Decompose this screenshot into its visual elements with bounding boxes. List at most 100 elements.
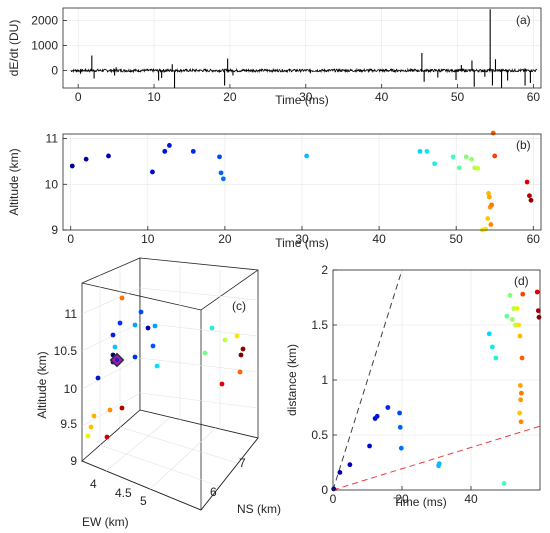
panel-c-point xyxy=(222,337,228,343)
panel-a-xtick-label: 50 xyxy=(451,90,465,104)
panel-c-point xyxy=(91,413,97,419)
panel-b-ytick-label: 9 xyxy=(51,223,58,237)
panel-d-point xyxy=(331,486,337,492)
panel-c-point xyxy=(132,322,138,328)
panel-b-point xyxy=(456,165,462,171)
panel-d-point xyxy=(512,322,518,328)
panel-d-point xyxy=(517,333,523,339)
panel-b-altitude-scatter: 0 10 20 30 40 50 60 9 10 11 (b) Time (ms) Altitud… xyxy=(7,130,542,250)
panel-b-point xyxy=(304,153,310,159)
panel-a-xtick-label: 0 xyxy=(75,90,82,104)
panel-c-xtick-label: 4.5 xyxy=(115,486,132,500)
panel-d-point xyxy=(367,443,372,449)
panel-a-ytick-label: 1000 xyxy=(31,39,58,53)
panel-c-point xyxy=(219,381,225,387)
panel-c-ztick-label: 9.5 xyxy=(60,417,77,431)
panel-d-point xyxy=(519,355,525,361)
panel-b-point xyxy=(166,143,172,148)
panel-d-point xyxy=(514,306,520,311)
panel-b-point xyxy=(490,130,496,136)
panel-d-point xyxy=(397,424,403,430)
panel-d-point xyxy=(518,397,524,403)
panel-d-point xyxy=(518,390,524,396)
panel-b-point xyxy=(218,170,224,176)
panel-b-xtick-label: 10 xyxy=(141,232,155,246)
panel-c-point xyxy=(85,433,91,439)
panel-c-point xyxy=(152,323,158,329)
panel-c-point xyxy=(202,350,208,356)
panel-c-point xyxy=(240,346,246,352)
panel-b-point xyxy=(83,156,89,162)
panel-d-distance-scatter: 0 20 40 0 0.5 1 1.5 2 (d) Time (ms) distance (k… xyxy=(285,263,542,509)
panel-a-xtick-label: 10 xyxy=(147,90,161,104)
panel-c-ytick-label: 6 xyxy=(210,485,217,499)
panel-b-point xyxy=(463,154,469,160)
panel-d-point xyxy=(398,445,404,451)
panel-c-point xyxy=(119,405,125,411)
panel-d-ytick-label: 1 xyxy=(321,373,328,387)
panel-b-point xyxy=(150,169,155,175)
panel-b-point xyxy=(424,148,430,154)
panel-c-xlabel: EW (km) xyxy=(82,515,129,529)
panel-d-xlabel: Time (ms) xyxy=(393,495,447,509)
panel-b-ytick-label: 10 xyxy=(45,177,59,191)
panel-b-xtick-label: 20 xyxy=(218,232,232,246)
panel-b-point xyxy=(483,226,488,232)
panel-d-point xyxy=(397,410,402,416)
panel-c-xtick-label: 5 xyxy=(140,494,147,508)
panel-d-reference-line xyxy=(332,269,403,491)
panel-c-ztick-label: 9 xyxy=(70,454,77,468)
panel-d-ticks: 0 20 40 0 0.5 1 1.5 2 xyxy=(311,263,478,506)
panel-b-xtick-label: 40 xyxy=(372,232,386,246)
panel-b-point xyxy=(486,191,491,196)
panel-a-ylabel: dE/dt (DU) xyxy=(7,20,21,77)
panel-b-ylabel: Altitude (km) xyxy=(7,148,21,215)
panel-c-ztick-label: 10 xyxy=(64,382,78,396)
panel-b-point xyxy=(524,179,530,185)
panel-d-xtick-label: 40 xyxy=(464,492,478,506)
panel-d-point xyxy=(516,322,522,328)
panel-d-point xyxy=(347,462,353,468)
panel-b-point xyxy=(486,194,492,200)
panel-c-ylabel: NS (km) xyxy=(237,502,281,516)
panel-d-point xyxy=(534,289,540,295)
panel-c-xtick-label: 4 xyxy=(90,477,97,491)
panel-d-point xyxy=(517,383,523,388)
panel-c-points xyxy=(85,295,246,440)
panel-d-point xyxy=(510,317,515,322)
panel-c-point xyxy=(107,407,113,413)
panel-c-zlabel: Altitude (km) xyxy=(35,351,49,418)
panel-d-point xyxy=(511,306,517,311)
panel-c-start-marker xyxy=(109,352,125,368)
panel-a-xtick-label: 60 xyxy=(527,90,541,104)
panel-c-label: (c) xyxy=(232,299,246,313)
panel-c-point xyxy=(234,333,240,339)
panel-c-point xyxy=(237,369,243,375)
panel-a-ytick-label: 2000 xyxy=(31,14,58,28)
panel-b-xtick-label: 0 xyxy=(67,232,74,246)
panel-d-point xyxy=(536,314,542,320)
panel-a-time-series: 0 10 20 30 40 50 60 0 1000 2000 (a) Time (ms) dE/… xyxy=(7,7,542,107)
panel-c-point xyxy=(150,343,156,349)
panel-c-point xyxy=(110,332,116,338)
panel-c-point xyxy=(104,434,110,440)
panel-c-ytick-label: 7 xyxy=(239,456,246,470)
panel-d-point xyxy=(489,344,495,350)
panel-d-point xyxy=(517,410,523,416)
panel-a-label: (a) xyxy=(516,13,531,27)
panel-d-ytick-label: 1.5 xyxy=(311,318,328,332)
panel-b-point xyxy=(417,148,423,154)
panel-a-xtick-label: 30 xyxy=(299,90,313,104)
panel-b-ticks: 0 10 20 30 40 50 60 9 10 11 xyxy=(45,132,541,246)
panel-a-waveform xyxy=(70,9,538,88)
panel-d-ytick-label: 0.5 xyxy=(311,428,328,442)
panel-b-xtick-label: 30 xyxy=(295,232,309,246)
panel-d-point xyxy=(504,313,510,319)
panel-c-point xyxy=(95,375,101,381)
panel-c-3d-box xyxy=(81,257,259,511)
panel-b-point xyxy=(492,153,498,159)
panel-c-point xyxy=(119,295,125,301)
panel-b-point xyxy=(69,163,75,169)
panel-c-ztick-label: 10.5 xyxy=(54,344,78,358)
